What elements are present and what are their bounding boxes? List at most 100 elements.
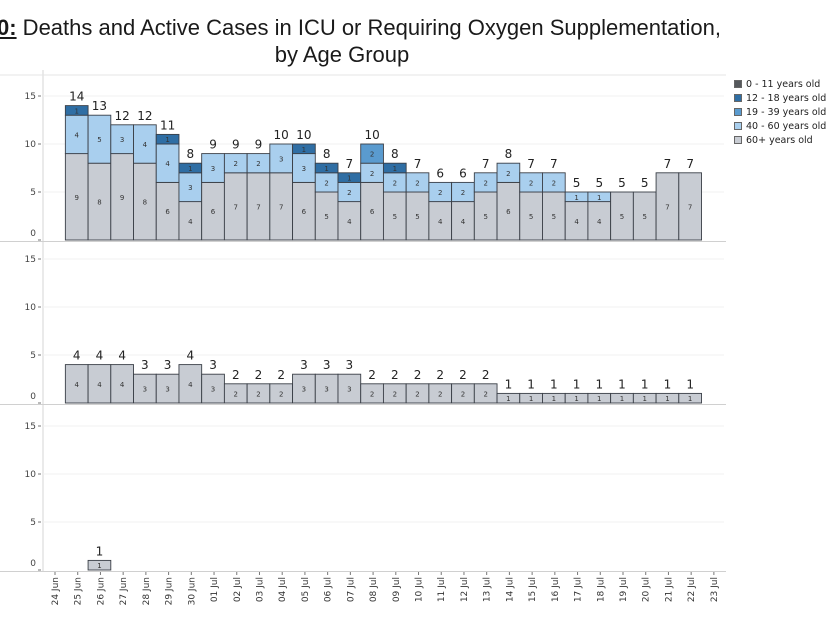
legend-swatch bbox=[734, 80, 742, 88]
bar-total-label: 12 bbox=[137, 109, 152, 123]
legend-swatch bbox=[734, 108, 742, 116]
y-tick-label: 15 bbox=[25, 92, 36, 102]
segment-value-label: 1 bbox=[302, 146, 306, 154]
bar-total-label: 6 bbox=[459, 166, 467, 180]
y-tick-label: 0 bbox=[30, 559, 36, 569]
x-tick-label: 28 Jun bbox=[142, 577, 152, 605]
bar-total-label: 8 bbox=[391, 147, 399, 161]
segment-value-label: 4 bbox=[188, 218, 193, 226]
x-tick-label: 13 Jul bbox=[483, 577, 493, 602]
segment-value-label: 2 bbox=[415, 390, 419, 398]
segment-value-label: 6 bbox=[506, 208, 511, 216]
bar-total-label: 8 bbox=[505, 147, 513, 161]
segment-value-label: 4 bbox=[97, 381, 102, 389]
segment-value-label: 5 bbox=[324, 213, 328, 221]
x-tick-label: 09 Jul bbox=[392, 577, 402, 602]
bar-total-label: 5 bbox=[618, 176, 626, 190]
x-tick-label: 06 Jul bbox=[324, 577, 334, 602]
bar-segment[interactable] bbox=[360, 143, 384, 164]
bar-segment[interactable] bbox=[382, 162, 407, 174]
segment-value-label: 1 bbox=[665, 395, 669, 403]
segment-value-label: 3 bbox=[143, 386, 147, 394]
legend-label: 19 - 39 years old bbox=[746, 106, 827, 118]
bar-total-label: 7 bbox=[482, 157, 490, 171]
legend-label: 0 - 11 years old bbox=[746, 78, 821, 90]
segment-value-label: 4 bbox=[74, 381, 79, 389]
segment-value-label: 3 bbox=[279, 155, 283, 163]
legend-item-40-60[interactable]: 40 - 60 years old bbox=[734, 119, 826, 133]
x-tick-label: 18 Jul bbox=[596, 577, 606, 602]
bar-total-label: 5 bbox=[595, 176, 603, 190]
y-tick-label: 15 bbox=[25, 422, 36, 432]
bar-total-label: 1 bbox=[595, 377, 603, 391]
bar-segment[interactable] bbox=[678, 172, 702, 241]
bar-total-label: 5 bbox=[641, 176, 649, 190]
legend-item-60-plus[interactable]: 60+ years old bbox=[734, 133, 826, 147]
segment-value-label: 6 bbox=[211, 208, 216, 216]
x-tick-label: 05 Jul bbox=[301, 577, 311, 602]
segment-value-label: 1 bbox=[620, 395, 624, 403]
x-tick-label: 29 Jun bbox=[165, 577, 175, 605]
x-tick-label: 26 Jun bbox=[96, 577, 106, 605]
segment-value-label: 2 bbox=[461, 189, 465, 197]
x-tick-label: 24 Jun bbox=[51, 577, 61, 605]
bar-total-label: 2 bbox=[277, 368, 285, 382]
segment-value-label: 2 bbox=[393, 179, 397, 187]
bar-total-label: 5 bbox=[573, 176, 581, 190]
bar-segment[interactable] bbox=[314, 162, 339, 174]
segment-value-label: 4 bbox=[347, 218, 352, 226]
bar-total-label: 8 bbox=[186, 147, 194, 161]
segment-value-label: 2 bbox=[279, 390, 283, 398]
segment-value-label: 6 bbox=[302, 208, 307, 216]
segment-value-label: 1 bbox=[574, 395, 578, 403]
bar-segment[interactable] bbox=[64, 105, 89, 116]
segment-value-label: 2 bbox=[438, 390, 442, 398]
bar-total-label: 9 bbox=[232, 138, 240, 152]
bar-total-label: 1 bbox=[686, 377, 694, 391]
segment-value-label: 3 bbox=[188, 184, 192, 192]
bar-segment[interactable] bbox=[292, 143, 316, 155]
x-tick-label: 22 Jul bbox=[687, 577, 697, 602]
bar-total-label: 1 bbox=[618, 377, 626, 391]
segment-value-label: 7 bbox=[688, 203, 692, 211]
legend: 0 - 11 years old 12 - 18 years old 19 - … bbox=[734, 77, 826, 147]
bar-segment[interactable] bbox=[155, 133, 180, 145]
segment-value-label: 6 bbox=[370, 208, 375, 216]
bar-segment[interactable] bbox=[678, 392, 702, 404]
segment-value-label: 4 bbox=[143, 141, 148, 149]
title-line-1: Deaths and Active Cases in ICU or Requir… bbox=[16, 15, 721, 40]
y-tick-label: 5 bbox=[30, 351, 36, 361]
legend-swatch bbox=[734, 94, 742, 102]
segment-value-label: 8 bbox=[97, 199, 101, 207]
segment-value-label: 4 bbox=[74, 131, 79, 139]
bar-total-label: 3 bbox=[164, 358, 172, 372]
segment-value-label: 5 bbox=[642, 213, 646, 221]
bar-total-label: 7 bbox=[346, 157, 354, 171]
x-tick-label: 25 Jun bbox=[74, 577, 84, 605]
x-tick-label: 04 Jul bbox=[278, 577, 288, 602]
segment-value-label: 1 bbox=[97, 562, 101, 570]
segment-value-label: 2 bbox=[324, 179, 328, 187]
segment-value-label: 3 bbox=[347, 386, 351, 394]
segment-value-label: 4 bbox=[188, 381, 193, 389]
x-tick-label: 02 Jul bbox=[233, 577, 243, 602]
bar-segment[interactable] bbox=[542, 172, 566, 193]
bar-total-label: 3 bbox=[300, 358, 308, 372]
segment-value-label: 2 bbox=[234, 390, 238, 398]
legend-label: 60+ years old bbox=[746, 134, 813, 146]
segment-value-label: 9 bbox=[120, 194, 124, 202]
bar-segment[interactable] bbox=[87, 559, 112, 571]
bar-total-label: 6 bbox=[436, 166, 444, 180]
legend-label: 12 - 18 years old bbox=[746, 92, 827, 104]
bar-total-label: 3 bbox=[323, 358, 331, 372]
segment-value-label: 2 bbox=[552, 179, 556, 187]
legend-item-19-39[interactable]: 19 - 39 years old bbox=[734, 105, 826, 119]
segment-value-label: 2 bbox=[393, 390, 397, 398]
segment-value-label: 1 bbox=[347, 175, 351, 183]
segment-value-label: 2 bbox=[415, 179, 419, 187]
segment-value-label: 9 bbox=[74, 194, 78, 202]
legend-item-0-11[interactable]: 0 - 11 years old bbox=[734, 77, 826, 91]
segment-value-label: 5 bbox=[529, 213, 533, 221]
legend-item-12-18[interactable]: 12 - 18 years old bbox=[734, 91, 826, 105]
segment-value-label: 1 bbox=[393, 165, 397, 173]
